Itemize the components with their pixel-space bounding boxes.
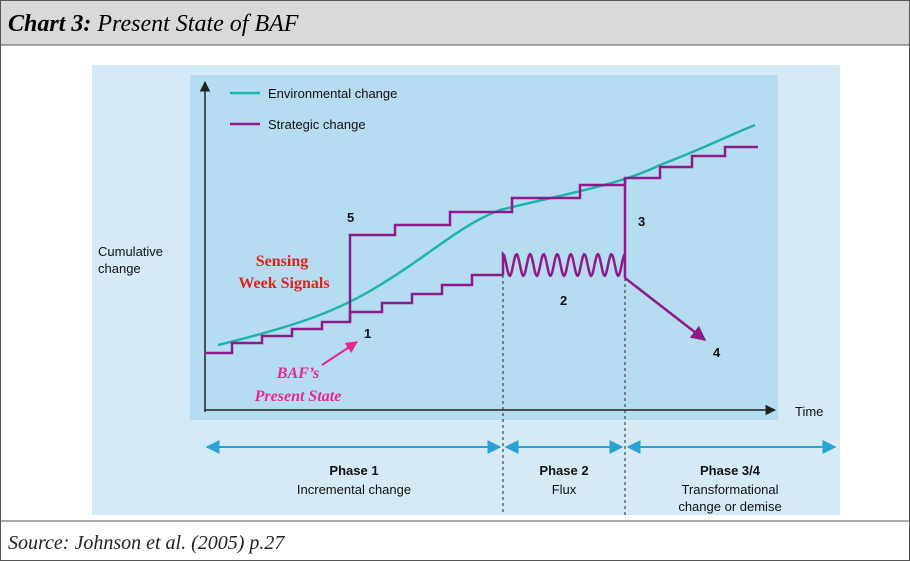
source: Source: Johnson et al. (2005) p.27: [8, 532, 285, 554]
annotation: Sensing: [256, 253, 308, 270]
header-bar: [1, 1, 909, 45]
plot-bg: [190, 75, 778, 420]
x-axis-label: Time: [795, 404, 823, 419]
environmental-curve: [217, 123, 756, 347]
phase-name: Phase 1: [329, 463, 378, 478]
y-axis-label: Cumulative: [98, 244, 163, 259]
title-prefix: Chart 3:: [8, 11, 91, 37]
annotation: BAF’s: [276, 365, 319, 382]
phase-desc: Transformational: [681, 482, 778, 497]
annotation-arrow: [321, 341, 359, 366]
strategic-upper: [205, 145, 758, 355]
phase-desc: Flux: [552, 482, 577, 497]
demise-arrow: [624, 277, 707, 341]
annotation: Present State: [254, 388, 342, 405]
marker-label: 2: [560, 293, 567, 308]
annotation: Week Signals: [238, 275, 329, 292]
strategic-lower: [348, 273, 503, 322]
phase-desc: change or demise: [678, 499, 781, 514]
y-axis-label: change: [98, 261, 141, 276]
legend-label: Environmental change: [268, 86, 397, 101]
marker-label: 3: [638, 214, 645, 229]
phase-desc: Incremental change: [297, 482, 411, 497]
legend-label: Strategic change: [268, 117, 366, 132]
marker-label: 5: [347, 210, 354, 225]
title: Chart 3: Present State of BAF: [8, 11, 299, 37]
marker-label: 4: [713, 345, 721, 360]
title-text: Present State of BAF: [96, 11, 298, 37]
marker-label: 1: [364, 326, 371, 341]
phase-name: Phase 2: [539, 463, 588, 478]
phase-name: Phase 3/4: [700, 463, 761, 478]
flux-wave: [501, 250, 626, 278]
